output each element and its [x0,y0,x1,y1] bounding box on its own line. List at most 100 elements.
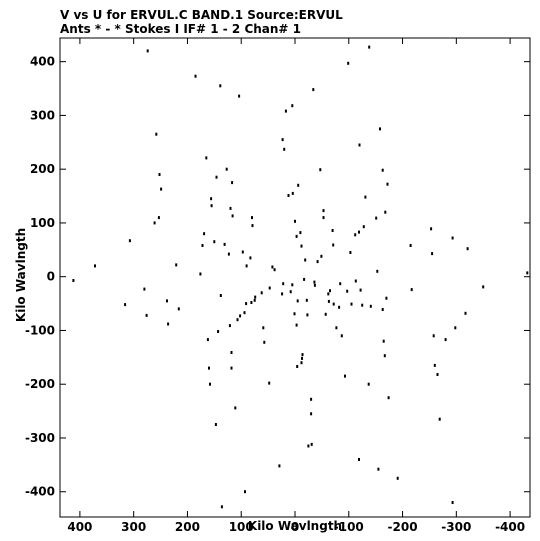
data-point [158,173,161,176]
data-point [146,49,149,53]
y-tick-label: -100 [25,323,55,337]
data-point [201,244,204,247]
data-point [245,264,248,268]
data-point [381,168,384,172]
data-point [316,260,319,264]
data-point [167,322,170,326]
visibility-points [72,45,529,509]
data-point [243,311,246,315]
data-point [231,214,234,218]
data-point [160,187,163,191]
data-point [438,417,441,421]
data-point [157,216,160,220]
data-point [324,312,327,316]
data-point [206,338,209,342]
data-point [433,363,436,367]
x-tick-label: 400 [67,520,92,534]
data-point [175,263,178,267]
data-point [347,61,350,65]
data-point [153,221,156,225]
data-point [281,292,284,296]
data-point [245,302,248,306]
data-point [251,224,254,228]
data-point [145,313,148,317]
data-point [291,191,294,195]
y-tick-label: 0 [47,270,55,284]
data-point [451,236,454,240]
data-point [361,303,364,307]
data-point [338,305,341,309]
data-point [430,227,433,231]
data-point [219,84,222,88]
data-point [283,147,286,151]
data-point [239,314,242,318]
data-point [385,296,388,300]
data-point [464,311,467,315]
data-point [230,366,233,370]
data-point [166,299,168,303]
data-point [383,354,386,358]
data-point [268,381,271,385]
data-point [299,231,302,235]
data-point [451,501,454,504]
data-point [284,109,287,113]
data-point [410,288,413,292]
data-point [396,476,399,480]
data-point [526,271,529,275]
data-point [296,299,299,303]
x-axis: 400 300 200 100 0 -100 -200 -300 -400 [67,38,525,534]
data-point [143,287,146,291]
data-point [432,334,435,338]
data-point [409,244,412,247]
data-point [340,334,343,338]
data-point [312,88,315,92]
data-point [225,167,228,171]
data-point [387,396,390,400]
data-point [322,209,325,213]
data-point [194,74,197,78]
data-point [210,197,213,201]
data-point [306,313,309,317]
data-point [327,299,330,303]
data-point [219,294,222,297]
data-point [177,307,180,311]
data-point [350,302,353,306]
data-point [253,298,256,302]
data-point [369,304,372,308]
data-point [209,382,211,386]
data-point [331,229,334,232]
data-point [303,277,306,281]
data-point [72,279,75,282]
data-point [254,295,257,299]
data-point [271,265,274,269]
data-point [310,412,313,416]
y-tick-label: -400 [25,485,55,499]
data-point [300,244,303,248]
data-point [346,289,349,293]
data-point [310,397,313,401]
data-point [238,94,241,98]
data-point [322,216,325,220]
plot-title: V vs U for ERVUL.C BAND.1 Source:ERVUL [60,8,343,22]
data-point [293,312,296,316]
data-point [296,365,299,368]
y-tick-label: 400 [30,55,55,69]
data-point [263,340,266,344]
data-point [381,308,384,311]
data-point [217,330,220,333]
data-point [228,324,231,328]
plot-frame [59,37,531,518]
data-point [250,301,253,304]
x-tick-label: 100 [229,520,254,534]
data-point [320,254,323,258]
data-point [367,382,370,386]
data-point [295,234,298,238]
data-point [301,356,303,360]
data-point [368,45,371,49]
data-point [268,286,271,290]
data-point [358,458,360,461]
data-point [295,323,298,327]
data-point [203,232,206,236]
y-tick-label: 100 [30,216,55,230]
data-point [124,303,127,307]
